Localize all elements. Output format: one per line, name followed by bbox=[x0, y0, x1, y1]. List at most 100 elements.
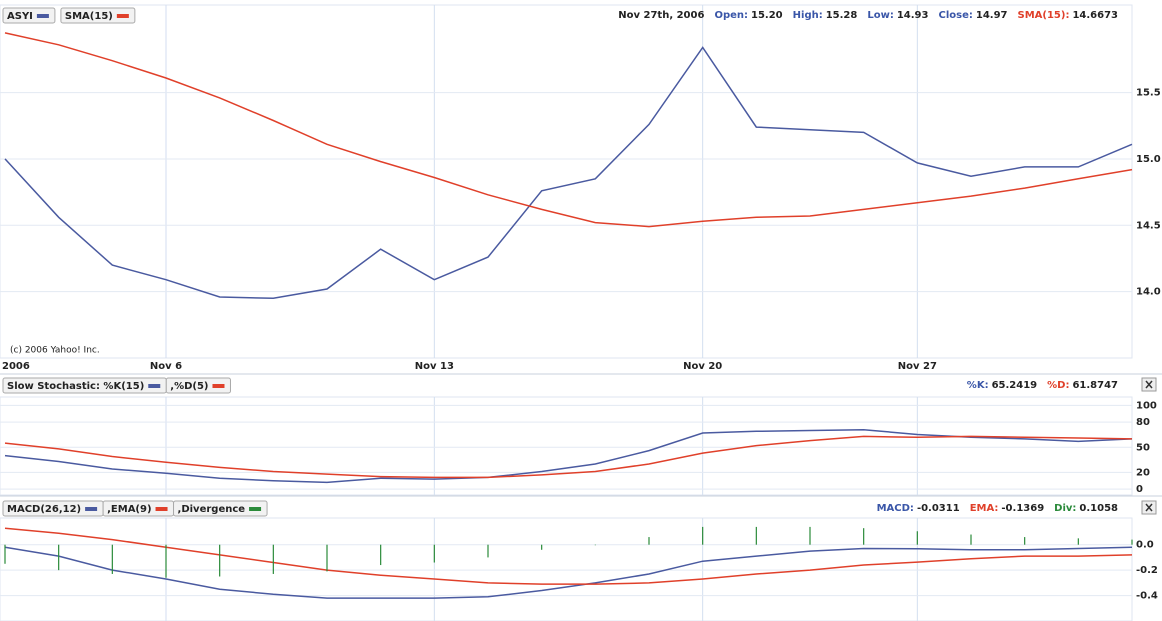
info-label: %K: bbox=[967, 380, 989, 391]
divergence-bar bbox=[58, 544, 60, 571]
y-tick-label: 0.0 bbox=[1136, 540, 1154, 551]
legend-item: ,%D(5) bbox=[165, 377, 231, 394]
info-value: 14.97 bbox=[976, 10, 1008, 21]
info-label: Open: bbox=[714, 10, 748, 21]
divergence-bar bbox=[1077, 538, 1079, 545]
legend-label: MACD(26,12) bbox=[7, 504, 81, 515]
info-label: Div: bbox=[1054, 503, 1076, 514]
info-value: 61.8747 bbox=[1072, 380, 1118, 391]
info-label: SMA(15): bbox=[1018, 10, 1070, 21]
close-button[interactable] bbox=[1141, 500, 1157, 515]
x-tick-label: Nov 20 bbox=[683, 361, 722, 372]
info-value: 0.1058 bbox=[1079, 503, 1118, 514]
info-label: %D: bbox=[1047, 380, 1069, 391]
legend-label: ,Divergence bbox=[178, 504, 246, 515]
copyright: (c) 2006 Yahoo! Inc. bbox=[10, 346, 100, 356]
info-value: -0.0311 bbox=[917, 503, 960, 514]
series-line bbox=[4, 435, 1133, 479]
divergence-bar bbox=[4, 544, 6, 564]
series-line bbox=[4, 546, 1133, 599]
y-tick-label: 20 bbox=[1136, 467, 1150, 478]
info-value: 65.2419 bbox=[992, 380, 1038, 391]
divergence-bar bbox=[702, 526, 704, 545]
legend-item: SMA(15) bbox=[60, 7, 136, 24]
divergence-bar bbox=[272, 544, 274, 574]
divergence-bar bbox=[1024, 537, 1026, 545]
legend-label: ,EMA(9) bbox=[107, 504, 151, 515]
legend-item: ,Divergence bbox=[173, 500, 268, 517]
legend-swatch bbox=[116, 14, 129, 18]
y-tick-label: -0.2 bbox=[1136, 565, 1158, 576]
divergence-bar bbox=[111, 544, 113, 574]
y-tick-label: 15.5 bbox=[1136, 88, 1161, 99]
series-line bbox=[4, 527, 1133, 585]
legend-label: SMA(15) bbox=[65, 11, 113, 22]
legend-item: MACD(26,12) bbox=[2, 500, 104, 517]
legend-item: ,EMA(9) bbox=[102, 500, 175, 517]
y-tick-label: 14.0 bbox=[1136, 287, 1161, 298]
legend-label: Slow Stochastic: %K(15) bbox=[7, 381, 144, 392]
info-value: -0.1369 bbox=[1001, 503, 1044, 514]
close-button[interactable] bbox=[1141, 377, 1157, 392]
info-date: Nov 27th, 2006 bbox=[618, 10, 704, 21]
y-tick-label: 80 bbox=[1136, 417, 1150, 428]
divergence-bar bbox=[433, 544, 435, 563]
info-text: %K: 65.2419 %D: 61.8747 bbox=[967, 380, 1118, 391]
legend-label: ASYI bbox=[7, 11, 33, 22]
info-value: 15.20 bbox=[751, 10, 783, 21]
divergence-bar bbox=[541, 544, 543, 550]
divergence-bar bbox=[165, 544, 167, 578]
divergence-bar bbox=[755, 526, 757, 545]
info-label: Close: bbox=[938, 10, 972, 21]
divergence-bar bbox=[809, 526, 811, 545]
divergence-bar bbox=[1131, 539, 1133, 545]
legend-box bbox=[2, 7, 56, 24]
legend-swatch bbox=[155, 507, 168, 511]
plot-frame bbox=[0, 396, 1133, 496]
y-tick-label: 14.5 bbox=[1136, 220, 1161, 231]
y-tick-label: -0.4 bbox=[1136, 591, 1158, 602]
x-tick-label: 2006 bbox=[2, 361, 30, 372]
y-tick-label: 15.0 bbox=[1136, 154, 1161, 165]
info-value: 14.93 bbox=[897, 10, 929, 21]
info-label: High: bbox=[793, 10, 823, 21]
divergence-bar bbox=[916, 531, 918, 545]
y-tick-label: 100 bbox=[1136, 400, 1157, 411]
info-text: Nov 27th, 2006 Open: 15.20 High: 15.28 Low: 14… bbox=[618, 10, 1118, 21]
info-label: Low: bbox=[867, 10, 893, 21]
plot-frame bbox=[0, 517, 1133, 621]
divergence-bar bbox=[487, 544, 489, 558]
x-tick-label: Nov 6 bbox=[150, 361, 182, 372]
info-label: EMA: bbox=[970, 503, 999, 514]
legend-swatch bbox=[85, 507, 98, 511]
y-tick-label: 50 bbox=[1136, 442, 1150, 453]
legend-box bbox=[165, 377, 231, 394]
legend-item: Slow Stochastic: %K(15) bbox=[2, 377, 167, 394]
divergence-bar bbox=[863, 528, 865, 545]
divergence-bar bbox=[594, 544, 596, 546]
info-text: MACD: -0.0311 EMA: -0.1369 Div: 0.1058 bbox=[877, 503, 1118, 514]
series-line bbox=[4, 428, 1133, 484]
divergence-bar bbox=[970, 534, 972, 545]
x-tick-label: Nov 27 bbox=[898, 361, 937, 372]
legend-swatch bbox=[36, 14, 49, 18]
y-tick-label: 0 bbox=[1136, 484, 1143, 495]
divergence-bar bbox=[326, 544, 328, 572]
legend-swatch bbox=[212, 384, 225, 388]
divergence-bar bbox=[648, 537, 650, 545]
info-label: MACD: bbox=[877, 503, 914, 514]
divergence-bar bbox=[219, 544, 221, 577]
series-line bbox=[4, 32, 1133, 228]
series-line bbox=[4, 46, 1133, 300]
divergence-bar bbox=[380, 544, 382, 566]
legend-label: ,%D(5) bbox=[170, 381, 208, 392]
plot-frame bbox=[0, 4, 1133, 359]
info-value: 15.28 bbox=[826, 10, 858, 21]
legend-swatch bbox=[249, 507, 262, 511]
legend-box bbox=[60, 7, 136, 24]
legend-box bbox=[173, 500, 268, 517]
legend-item: ASYI bbox=[2, 7, 56, 24]
info-value: 14.6673 bbox=[1072, 10, 1118, 21]
legend-swatch bbox=[148, 384, 161, 388]
